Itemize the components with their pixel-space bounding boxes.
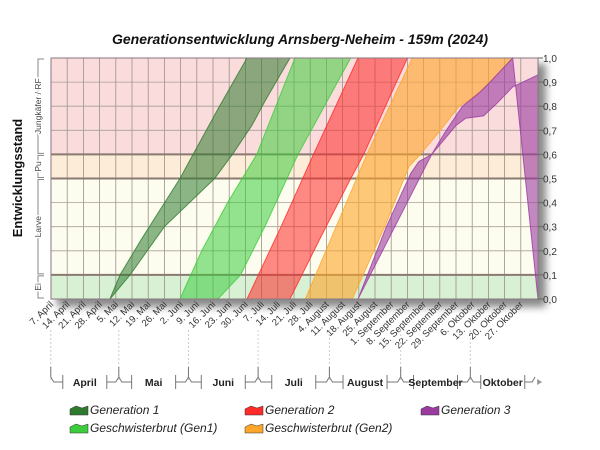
stage-label: Jungkäfer / RF <box>33 78 43 134</box>
legend-swatch-icon <box>244 405 264 416</box>
legend-entry: Generation 2 <box>265 403 335 417</box>
stage-bracket <box>37 58 44 154</box>
y-tick-label: 1,0 <box>543 54 557 65</box>
month-bracket <box>187 367 259 383</box>
stage-bracket <box>37 275 44 299</box>
month-bracket <box>118 367 189 383</box>
legend-swatch-icon <box>244 423 264 434</box>
y-tick-label: 0,1 <box>543 271 557 282</box>
legend-swatch-icon <box>420 405 440 416</box>
month-label: April <box>73 377 97 389</box>
month-label: Mai <box>145 377 163 389</box>
y-tick-label: 0,0 <box>543 295 557 306</box>
y-tick-label: 0,4 <box>543 199 557 210</box>
legend-entry: Generation 1 <box>90 403 159 417</box>
month-label: Juli <box>285 377 303 389</box>
plot-area <box>50 56 539 300</box>
y-tick-label: 0,5 <box>543 175 557 186</box>
y-tick-label: 0,2 <box>543 247 557 258</box>
stage-bracket <box>37 154 44 178</box>
legend-entry: Geschwisterbrut (Gen2) <box>265 421 392 435</box>
month-label: August <box>347 377 384 389</box>
legend: Generation 1 Generation 2 Generation 3 Gesc… <box>69 403 511 435</box>
legend-entry: Generation 3 <box>441 403 511 417</box>
stage-label: Larve <box>33 216 43 238</box>
stage-label: Ei <box>33 283 43 291</box>
month-bracket <box>50 367 120 383</box>
y-tick-label: 0,6 <box>543 150 557 161</box>
month-bracket <box>328 367 402 383</box>
month-bracket <box>469 367 536 383</box>
chart-title: Generationsentwicklung Arnsberg-Neheim -… <box>112 31 488 47</box>
y-tick-label: 0,3 <box>543 223 557 234</box>
legend-entry: Geschwisterbrut (Gen1) <box>90 421 217 435</box>
month-label: Oktober <box>483 377 523 389</box>
y-axis-label: Entwicklungsstand <box>10 119 25 238</box>
month-bracket <box>400 367 471 383</box>
month-label: Juni <box>212 377 234 389</box>
y-tick-label: 0,7 <box>543 126 557 137</box>
month-label: September <box>408 377 462 389</box>
y-tick-label: 0,8 <box>543 102 557 113</box>
stage-bracket <box>37 179 44 275</box>
y-tick-label: 0,9 <box>543 78 557 89</box>
series-band-2 <box>246 57 409 300</box>
axis-arrow-icon <box>537 379 543 385</box>
legend-swatch-icon <box>69 423 89 434</box>
series-band-3 <box>304 57 514 300</box>
stage-label: Pu <box>33 161 43 172</box>
legend-swatch-icon <box>69 405 89 416</box>
month-bracket <box>257 367 330 383</box>
